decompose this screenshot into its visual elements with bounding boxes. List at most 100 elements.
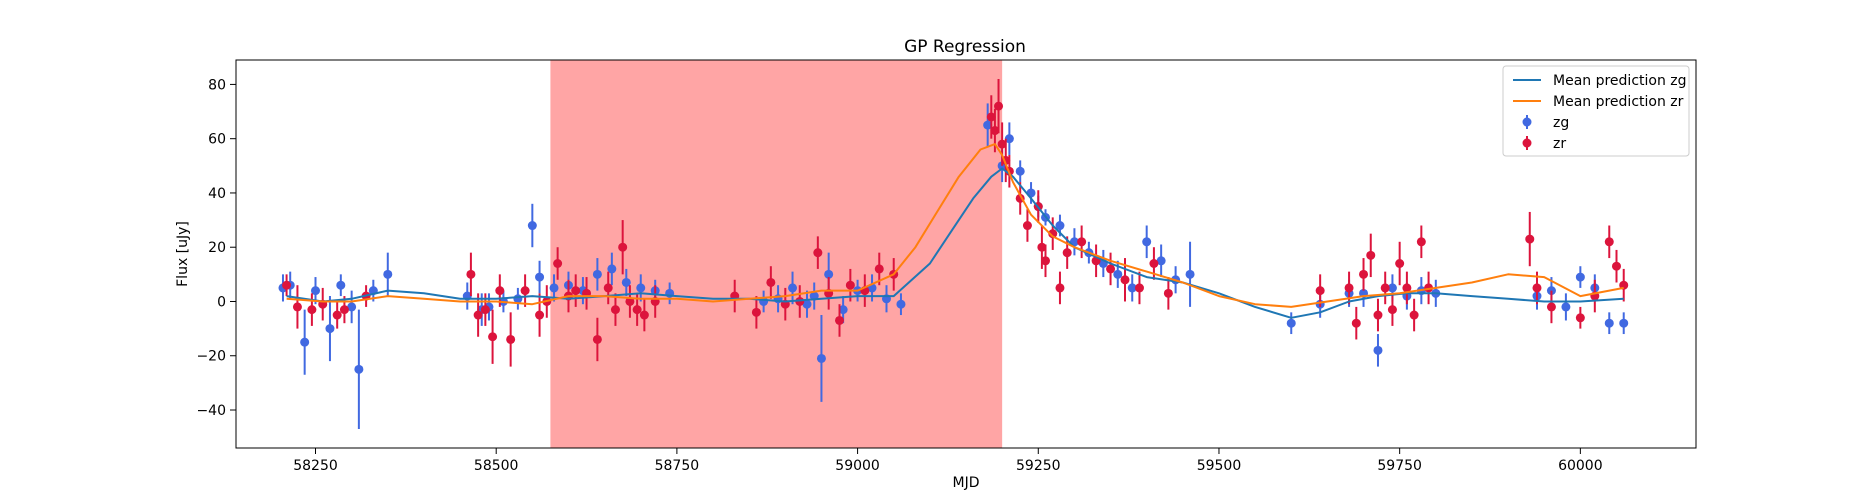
data-point — [527, 221, 537, 231]
data-point — [618, 242, 628, 252]
data-point — [1604, 237, 1614, 247]
y-axis-ticks: −40 −20 0 20 40 60 80 — [196, 77, 236, 419]
x-tick-label: 59000 — [835, 458, 880, 474]
series-line-Mean prediction zr — [286, 143, 1624, 308]
data-point — [636, 283, 646, 293]
data-point — [1604, 318, 1614, 328]
y-tick-label: 80 — [208, 77, 226, 93]
legend-box — [1502, 65, 1690, 157]
data-point — [1055, 221, 1065, 231]
shaded-region — [550, 60, 1003, 448]
data-point — [1416, 237, 1426, 247]
data-point — [603, 283, 613, 293]
data-point — [994, 101, 1004, 111]
data-point — [1380, 283, 1390, 293]
data-point — [592, 269, 602, 279]
data-point — [639, 310, 649, 320]
legend-label: zg — [1553, 115, 1569, 131]
data-point — [1387, 283, 1397, 293]
data-point — [1402, 283, 1412, 293]
data-point — [1163, 288, 1173, 298]
data-point — [466, 269, 476, 279]
data-point — [766, 277, 776, 287]
data-point — [1619, 318, 1629, 328]
data-point — [1611, 261, 1621, 271]
data-point — [535, 272, 545, 282]
data-point — [1015, 166, 1025, 176]
x-axis-label: MJD — [953, 475, 980, 491]
data-point — [835, 315, 845, 325]
data-point — [751, 307, 761, 317]
data-point — [535, 310, 545, 320]
data-point — [473, 310, 483, 320]
data-point — [1156, 256, 1166, 266]
chart-legend: Mean prediction zg Mean prediction zr zg zr — [1502, 65, 1690, 157]
data-point — [311, 286, 321, 296]
data-point — [1373, 310, 1383, 320]
legend-marker-swatch — [1522, 117, 1532, 127]
y-tick-label: 0 — [217, 294, 226, 310]
data-point — [802, 299, 812, 309]
data-point — [480, 305, 490, 315]
x-tick-label: 59750 — [1377, 458, 1422, 474]
data-point — [845, 280, 855, 290]
data-point — [300, 337, 310, 347]
data-point — [1286, 318, 1296, 328]
data-point — [1037, 242, 1047, 252]
data-point — [1561, 302, 1571, 312]
x-tick-label: 60000 — [1558, 458, 1603, 474]
data-point — [383, 269, 393, 279]
data-point — [813, 248, 823, 258]
data-point — [1149, 258, 1159, 268]
legend-marker-swatch — [1522, 138, 1532, 148]
data-point — [1344, 283, 1354, 293]
data-point — [1106, 264, 1116, 274]
data-point — [332, 310, 342, 320]
data-point — [1575, 313, 1585, 323]
data-point — [625, 296, 635, 306]
data-point — [292, 302, 302, 312]
series-line-Mean prediction zg — [286, 167, 1624, 319]
series-zg — [278, 103, 1629, 430]
data-point — [347, 302, 357, 312]
prediction-lines-layer — [286, 143, 1624, 319]
data-point — [632, 305, 642, 315]
data-point — [1134, 283, 1144, 293]
data-point — [354, 364, 364, 374]
data-point — [1395, 258, 1405, 268]
x-axis-ticks: 58250 58500 58750 59000 59250 59500 59750 60000 — [293, 448, 1603, 474]
data-point — [1525, 234, 1535, 244]
y-tick-label: −40 — [196, 403, 226, 419]
x-tick-label: 58250 — [293, 458, 338, 474]
data-point — [795, 296, 805, 306]
data-point — [553, 258, 563, 268]
y-tick-label: 20 — [208, 240, 226, 256]
data-point — [621, 277, 631, 287]
data-point — [488, 332, 498, 342]
data-point — [1409, 310, 1419, 320]
shaded-region-layer — [550, 60, 1003, 448]
x-tick-label: 59250 — [1016, 458, 1061, 474]
data-point — [592, 334, 602, 344]
data-point — [1546, 302, 1556, 312]
data-point — [1077, 237, 1087, 247]
y-tick-label: 40 — [208, 186, 226, 202]
y-axis-label: Flux [uJy] — [175, 221, 191, 287]
data-point — [1048, 229, 1058, 239]
y-tick-label: −20 — [196, 349, 226, 365]
data-point — [1055, 283, 1065, 293]
data-point — [1120, 275, 1130, 285]
data-point — [997, 139, 1007, 149]
data-point — [339, 305, 349, 315]
data-point — [1022, 221, 1032, 231]
x-tick-label: 59500 — [1197, 458, 1242, 474]
data-point — [1575, 272, 1585, 282]
data-point — [549, 283, 559, 293]
data-point — [874, 264, 884, 274]
data-point — [336, 280, 346, 290]
data-point — [282, 280, 292, 290]
data-marks-layer — [278, 78, 1629, 430]
data-point — [1532, 283, 1542, 293]
data-point — [1062, 248, 1072, 258]
data-point — [495, 286, 505, 296]
